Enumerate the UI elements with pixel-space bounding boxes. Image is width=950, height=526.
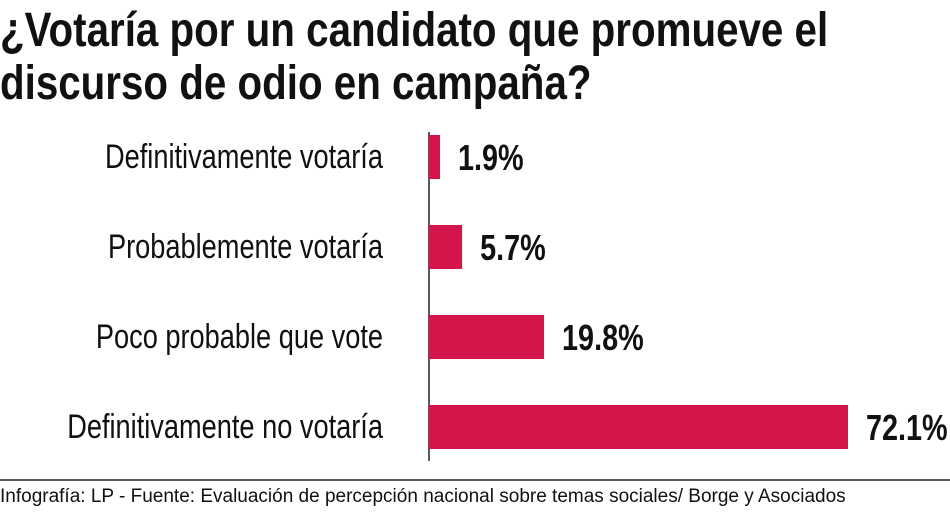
category-label-group: Probablemente votaría	[108, 227, 384, 266]
bar	[429, 315, 545, 359]
value-label-group: 1.9%	[458, 137, 524, 178]
chart-title: ¿Votaría por un candidato que promueve e…	[0, 4, 829, 110]
category-label: Definitivamente votaría	[105, 137, 384, 176]
footer: Infografía: LP - Fuente: Evaluación de p…	[0, 486, 846, 507]
value-label: 5.7%	[480, 227, 546, 268]
category-label: Definitivamente no votaría	[67, 407, 384, 446]
value-label-group: 72.1%	[866, 407, 948, 448]
category-label: Probablemente votaría	[108, 227, 384, 266]
bar	[429, 135, 441, 179]
bar	[429, 225, 463, 269]
value-label-group: 5.7%	[480, 227, 546, 268]
category-label-group: Definitivamente no votaría	[67, 407, 384, 446]
category-label: Poco probable que vote	[96, 317, 383, 356]
bar	[429, 405, 848, 449]
category-label-group: Poco probable que vote	[96, 317, 383, 356]
category-label-group: Definitivamente votaría	[105, 137, 384, 176]
value-label: 1.9%	[458, 137, 524, 178]
value-label: 72.1%	[866, 407, 948, 448]
value-label-group: 19.8%	[562, 317, 644, 358]
value-label: 19.8%	[562, 317, 644, 358]
